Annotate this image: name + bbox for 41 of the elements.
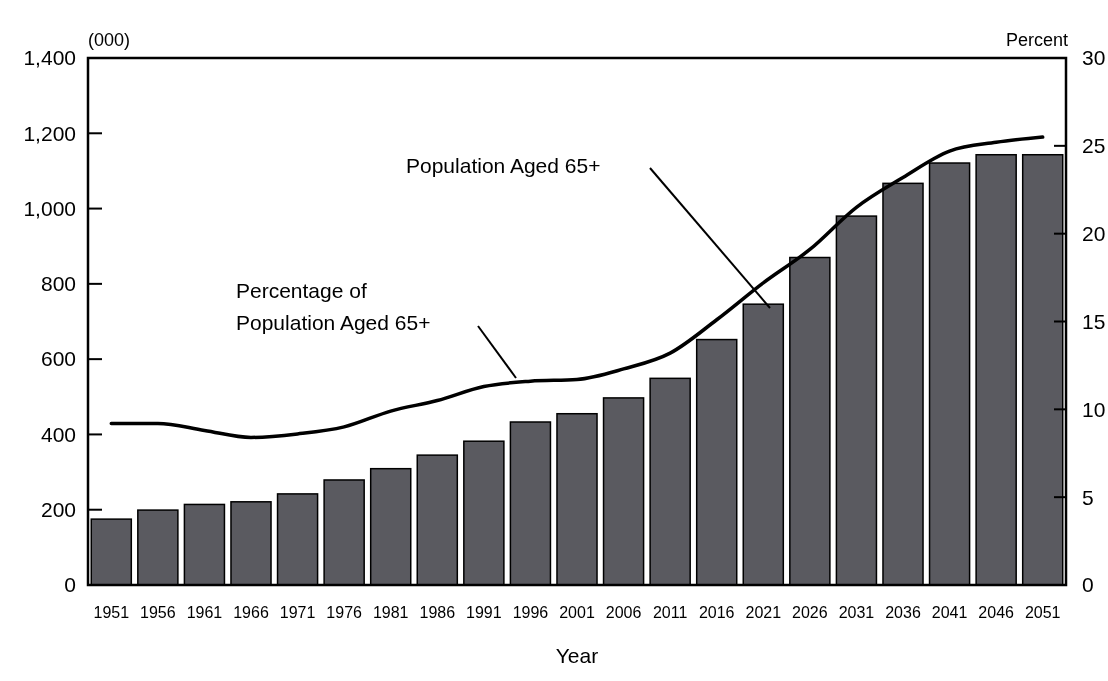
y-tick-label: 800 bbox=[40, 272, 76, 296]
y-tick-label: 1,400 bbox=[23, 46, 76, 70]
y-tick-label: 1,000 bbox=[23, 196, 76, 220]
y2-tick-label: 5 bbox=[1082, 485, 1094, 509]
x-tick-label: 1956 bbox=[140, 604, 176, 621]
x-tick-label: 1981 bbox=[372, 604, 409, 621]
x-tick-label: 2021 bbox=[745, 604, 782, 621]
x-tick-label: 2006 bbox=[605, 604, 642, 621]
x-tick-label: 2046 bbox=[978, 604, 1015, 621]
y-tick-label: 200 bbox=[40, 498, 76, 522]
y-tick-label: 600 bbox=[40, 347, 76, 371]
y2-tick-label: 20 bbox=[1082, 222, 1106, 246]
x-tick-label: 2001 bbox=[559, 604, 595, 621]
annotation: Population Aged 65+ bbox=[406, 154, 601, 177]
x-tick-label: 1971 bbox=[279, 604, 316, 621]
y-tick-label: 400 bbox=[40, 422, 76, 446]
x-tick-label: 1961 bbox=[186, 604, 223, 621]
y2-tick-label: 25 bbox=[1082, 134, 1106, 158]
x-tick-label: 1951 bbox=[93, 604, 130, 621]
x-tick-label: 1986 bbox=[419, 604, 456, 621]
x-tick-label: 2036 bbox=[885, 604, 921, 621]
x-tick-label: 2026 bbox=[792, 604, 828, 621]
x-tick-label: 1991 bbox=[466, 604, 502, 621]
x-tick-label: 1976 bbox=[326, 604, 363, 621]
x-axis-title: Year bbox=[555, 644, 599, 667]
y2-axis-title: Percent bbox=[1005, 30, 1068, 50]
y-axis-title: (000) bbox=[88, 30, 131, 50]
y2-tick-label: 15 bbox=[1082, 309, 1106, 333]
y2-tick-label: 0 bbox=[1082, 573, 1094, 597]
x-tick-label: 2016 bbox=[698, 604, 735, 621]
annotation: Percentage of Population Aged 65+ bbox=[236, 279, 431, 334]
y2-tick-label: 10 bbox=[1082, 397, 1106, 421]
y2-tick-label: 30 bbox=[1082, 46, 1106, 70]
y-tick-label: 1,200 bbox=[23, 121, 76, 145]
y-tick-label: 0 bbox=[64, 573, 76, 597]
x-tick-label: 2031 bbox=[838, 604, 875, 621]
x-tick-label: 2041 bbox=[931, 604, 968, 621]
x-tick-label: 2051 bbox=[1024, 604, 1061, 621]
x-tick-label: 2011 bbox=[652, 604, 688, 621]
x-tick-label: 1996 bbox=[512, 604, 549, 621]
x-tick-label: 1966 bbox=[233, 604, 269, 621]
